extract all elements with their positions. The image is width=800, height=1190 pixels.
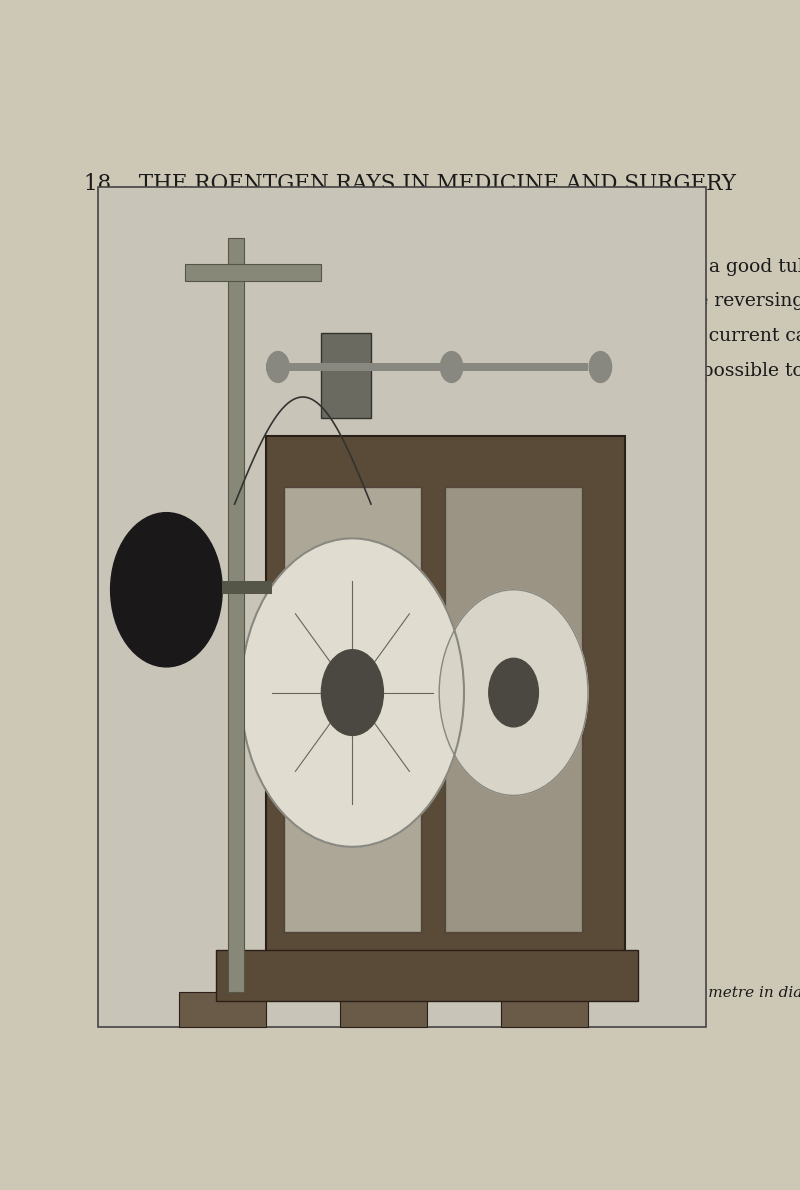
Circle shape — [110, 513, 222, 666]
Circle shape — [590, 351, 611, 382]
Bar — [284, 487, 421, 933]
Bar — [446, 487, 582, 933]
Text: 18    THE ROENTGEN RAYS IN MEDICINE AND SURGERY: 18 THE ROENTGEN RAYS IN MEDICINE AND SUR… — [84, 173, 736, 195]
Text: Fig. 9.   Medium-sized static machine, with four revolving plates one metre in d: Fig. 9. Medium-sized static machine, wit… — [171, 987, 800, 1001]
Bar — [185, 264, 322, 281]
Text: be sent in either direction through the tube.   As it is impossible to tell: be sent in either direction through the … — [171, 362, 800, 380]
Bar — [322, 333, 371, 419]
Bar — [340, 992, 427, 1027]
Bar — [216, 950, 638, 1001]
Text: weather this generator will produce sufficient light with a good tube for: weather this generator will produce suff… — [171, 257, 800, 276]
Circle shape — [441, 351, 462, 382]
Circle shape — [267, 351, 289, 382]
Bar — [501, 992, 588, 1027]
Bar — [229, 238, 244, 992]
Circle shape — [241, 538, 464, 847]
Text: devised by Dr. Rollins, shown on the top of the case, the current can: devised by Dr. Rollins, shown on the top… — [171, 327, 800, 345]
Bar — [222, 581, 272, 594]
Circle shape — [322, 650, 383, 735]
Bar — [266, 436, 626, 966]
Bar — [266, 363, 588, 371]
Circle shape — [439, 590, 588, 795]
Text: work with the fluorescent screen.   By means of a simple reversing switch,: work with the fluorescent screen. By mea… — [171, 293, 800, 311]
Bar — [179, 992, 266, 1027]
Circle shape — [489, 658, 538, 727]
